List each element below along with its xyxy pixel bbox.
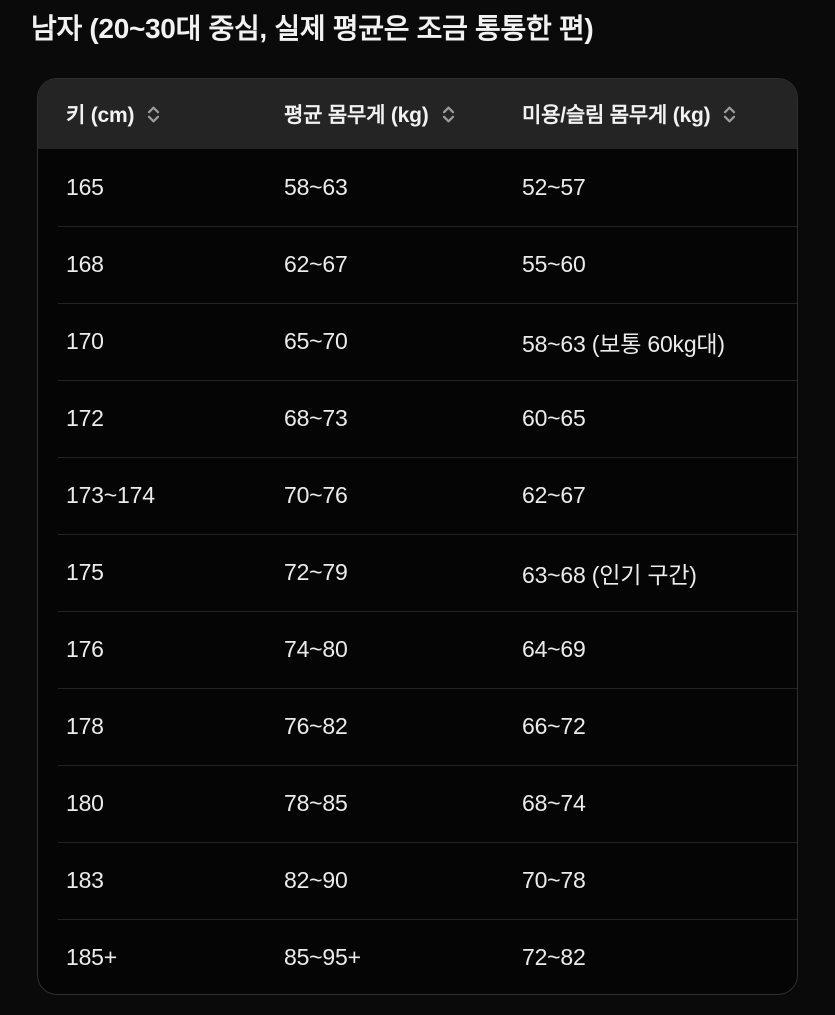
cell-slim-weight: 58~63 (보통 60kg대) [522, 330, 725, 357]
sort-up-down-icon[interactable] [146, 106, 161, 123]
cell-height: 176 [66, 636, 104, 662]
table-row: 168 62~67 55~60 [38, 226, 797, 303]
cell-slim-weight: 63~68 (인기 구간) [522, 561, 697, 588]
header-label-height: 키 (cm) [66, 104, 135, 127]
cell-height: 178 [66, 713, 104, 739]
cell-avg-weight: 78~85 [284, 790, 348, 816]
table-row: 170 65~70 58~63 (보통 60kg대) [38, 303, 797, 380]
table-row: 178 76~82 66~72 [38, 688, 797, 765]
cell-slim-weight: 72~82 [522, 944, 586, 970]
cell-avg-weight: 76~82 [284, 713, 348, 739]
table-row: 180 78~85 68~74 [38, 765, 797, 842]
cell-height: 170 [66, 328, 104, 354]
cell-avg-weight: 74~80 [284, 636, 348, 662]
cell-slim-weight: 70~78 [522, 867, 586, 893]
table-body: 165 58~63 52~57 168 62~67 55~60 170 65~7… [38, 149, 797, 994]
cell-height: 173~174 [66, 482, 155, 508]
cell-avg-weight: 58~63 [284, 174, 348, 200]
cell-slim-weight: 64~69 [522, 636, 586, 662]
cell-height: 183 [66, 867, 104, 893]
sort-up-down-icon[interactable] [441, 106, 456, 123]
cell-height: 172 [66, 405, 104, 431]
cell-avg-weight: 85~95+ [284, 944, 361, 970]
table-row: 173~174 70~76 62~67 [38, 457, 797, 534]
sort-up-down-icon[interactable] [722, 106, 737, 123]
cell-height: 185+ [66, 944, 118, 970]
table-row: 172 68~73 60~65 [38, 380, 797, 457]
header-cell-slim-weight[interactable]: 미용/슬림 몸무게 (kg) [494, 99, 797, 129]
cell-slim-weight: 60~65 [522, 405, 586, 431]
table-row: 176 74~80 64~69 [38, 611, 797, 688]
cell-height: 165 [66, 174, 104, 200]
cell-height: 175 [66, 559, 104, 585]
cell-slim-weight: 68~74 [522, 790, 586, 816]
header-label-avg-weight: 평균 몸무게 (kg) [284, 104, 429, 127]
table-header-row: 키 (cm) 평균 몸무게 (kg) 미용/슬림 몸무게 (kg) [38, 79, 797, 149]
header-cell-height[interactable]: 키 (cm) [38, 99, 256, 129]
table-row: 183 82~90 70~78 [38, 842, 797, 919]
cell-avg-weight: 68~73 [284, 405, 348, 431]
table-row: 175 72~79 63~68 (인기 구간) [38, 534, 797, 611]
header-label-slim-weight: 미용/슬림 몸무게 (kg) [522, 104, 711, 127]
cell-slim-weight: 52~57 [522, 174, 586, 200]
cell-height: 168 [66, 251, 104, 277]
cell-slim-weight: 62~67 [522, 482, 586, 508]
cell-avg-weight: 82~90 [284, 867, 348, 893]
table-row: 185+ 85~95+ 72~82 [38, 919, 797, 994]
header-cell-avg-weight[interactable]: 평균 몸무게 (kg) [256, 99, 494, 129]
page-title: 남자 (20~30대 중심, 실제 평균은 조금 통통한 편) [31, 13, 594, 44]
table-row: 165 58~63 52~57 [38, 149, 797, 226]
cell-slim-weight: 55~60 [522, 251, 586, 277]
cell-slim-weight: 66~72 [522, 713, 586, 739]
cell-avg-weight: 72~79 [284, 559, 348, 585]
cell-avg-weight: 65~70 [284, 328, 348, 354]
table-card: 키 (cm) 평균 몸무게 (kg) 미용/슬림 몸무게 (kg) [37, 78, 798, 995]
cell-avg-weight: 62~67 [284, 251, 348, 277]
cell-height: 180 [66, 790, 104, 816]
cell-avg-weight: 70~76 [284, 482, 348, 508]
